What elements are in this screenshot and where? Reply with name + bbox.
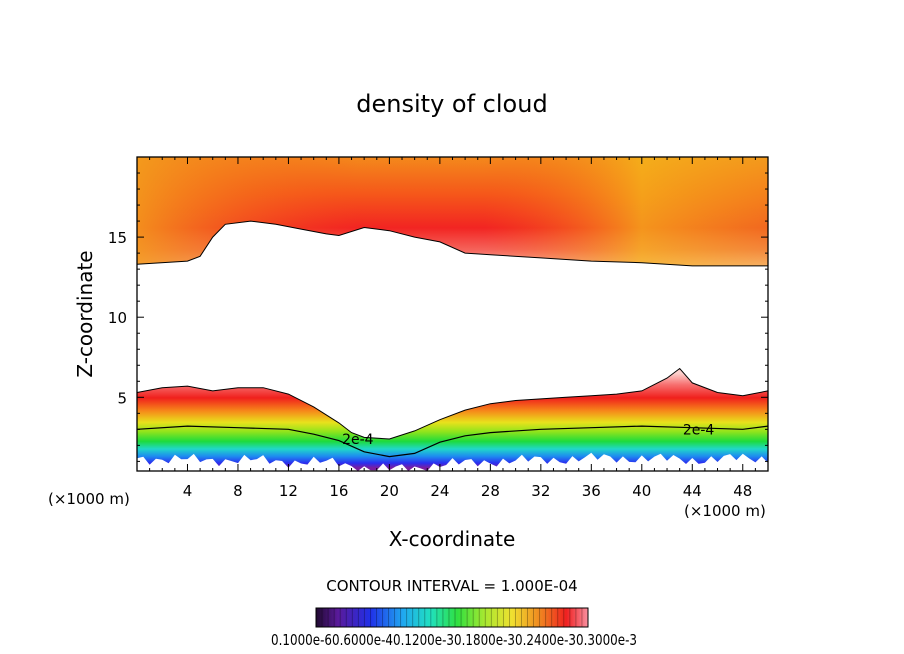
x-tick-label: 32 [531, 482, 550, 500]
x-tick-label: 48 [733, 482, 752, 500]
x-axis-label: X-coordinate [389, 527, 516, 551]
x-axis-ticks: 4 8 12 16 20 24 28 32 36 40 44 48 [149, 157, 756, 500]
x-tick-label: 40 [632, 482, 651, 500]
x-tick-label: 16 [329, 482, 348, 500]
lower-cloud-layer [137, 368, 768, 471]
x-unit-right: (×1000 m) [684, 502, 766, 520]
density-field [137, 157, 768, 471]
x-tick-label: 24 [430, 482, 449, 500]
x-tick-label: 28 [481, 482, 500, 500]
x-tick-label: 12 [279, 482, 298, 500]
colorbar-labels: 0.1000e-60.6000e-40.1200e-30.1800e-30.24… [271, 631, 637, 649]
contour-interval-text: CONTOUR INTERVAL = 1.000E-04 [326, 577, 577, 595]
contour-label: 2e-4 [683, 422, 715, 438]
y-tick-label: 15 [108, 229, 127, 247]
contour-labels: 2e-4 2e-4 [342, 422, 714, 448]
x-unit-left: (×1000 m) [48, 490, 130, 508]
colorbar-frame [315, 607, 589, 628]
x-tick-label: 8 [233, 482, 243, 500]
x-tick-label: 4 [183, 482, 193, 500]
upper-cloud-base-contour [137, 220, 768, 267]
upper-cloud-hue-layer [137, 157, 768, 266]
y-axis-ticks: 5 10 15 [108, 172, 768, 462]
colorbar-gradient [316, 608, 588, 627]
y-axis-label: Z-coordinate [73, 250, 97, 377]
contour-label: 2e-4 [342, 432, 374, 448]
contour-2e-4-line [137, 425, 768, 458]
lower-cloud-top-contour [137, 367, 768, 440]
x-tick-label: 44 [683, 482, 702, 500]
colorbar-level-lines [321, 608, 583, 627]
y-tick-label: 10 [108, 309, 127, 327]
x-tick-label: 36 [582, 482, 601, 500]
chart-title: density of cloud [356, 90, 547, 118]
x-tick-label: 20 [380, 482, 399, 500]
y-tick-label: 5 [117, 389, 127, 407]
colorbar [315, 607, 589, 628]
